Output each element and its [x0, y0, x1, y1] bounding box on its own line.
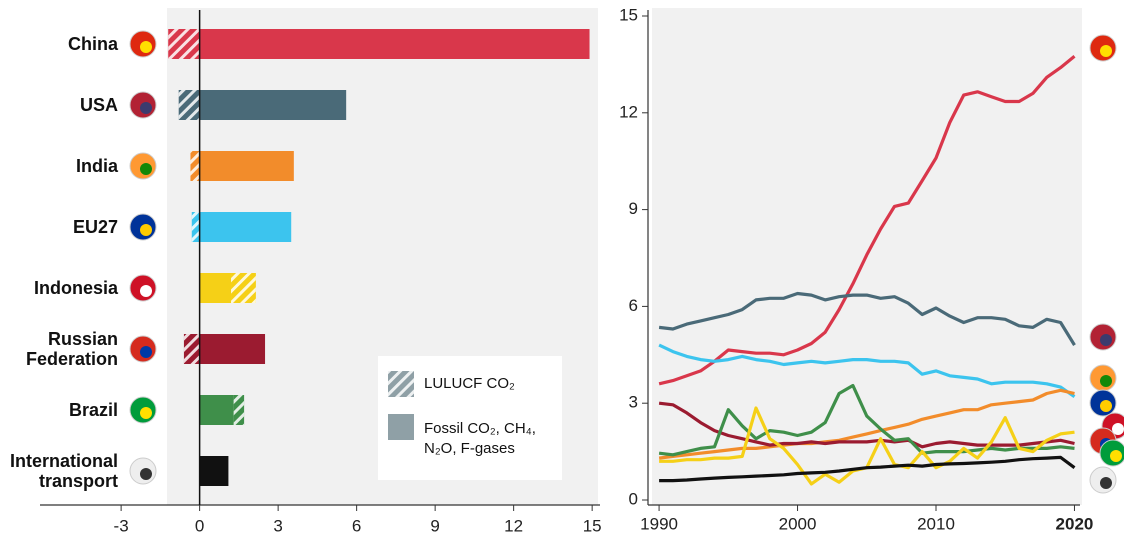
end-flag-detail [1110, 450, 1122, 462]
legend-swatch-hatch [388, 371, 414, 397]
y-tick-label: 0 [629, 489, 638, 508]
y-tick-label: 9 [629, 199, 638, 218]
category-label: India [75, 156, 118, 176]
series-line [658, 343, 1076, 399]
bar-fossil [199, 395, 234, 425]
category-label: China [67, 34, 118, 54]
series-line [658, 291, 1076, 346]
bar-fossil [199, 29, 590, 59]
end-flag-detail [1100, 477, 1112, 489]
category-label: Brazil [68, 400, 118, 420]
y-tick-label: 6 [629, 296, 638, 315]
legend-swatch [388, 414, 414, 440]
hatch-overlay [190, 151, 200, 181]
bar-fossil [199, 151, 294, 181]
series-line [659, 455, 1076, 483]
series-line [658, 401, 1075, 449]
legend-label: LULUCF CO₂ [424, 375, 515, 392]
x-tick-label: 2010 [917, 514, 955, 533]
category-label: Indonesia [33, 278, 118, 298]
category-label: USA [79, 95, 118, 115]
flag-detail [140, 285, 152, 297]
hatch-overlay [168, 29, 200, 59]
y-tick-label: 15 [619, 5, 638, 24]
hatch-overlay [178, 90, 200, 120]
series-line [658, 55, 1076, 386]
x-tick-label: 3 [273, 516, 282, 535]
x-tick-label: 2020 [1056, 514, 1094, 533]
bar-fossil [199, 212, 292, 242]
x-tick-label: 12 [504, 516, 523, 535]
category-label: EU27 [72, 217, 118, 237]
flag-detail [140, 346, 152, 358]
y-tick-label: 3 [629, 393, 638, 412]
hatch-overlay [183, 334, 200, 364]
y-tick-label: 12 [619, 102, 638, 121]
bar-fossil [199, 456, 229, 486]
bar-fossil [199, 334, 266, 364]
end-flag-detail [1100, 400, 1112, 412]
series-line [658, 388, 1075, 460]
legend-label: Fossil CO₂, CH₄, N₂O, F-gases [424, 420, 536, 457]
flag-detail [140, 407, 152, 419]
x-tick-label: -3 [114, 516, 129, 535]
end-flag-detail [1100, 375, 1112, 387]
series-line [658, 383, 1075, 457]
x-tick-label: 0 [195, 516, 204, 535]
x-tick-label: 2000 [779, 514, 817, 533]
bar-fossil [199, 90, 347, 120]
end-flag-detail [1100, 45, 1112, 57]
x-tick-label: 1990 [640, 514, 678, 533]
flag-detail [140, 468, 152, 480]
end-flag-detail [1112, 423, 1124, 435]
end-flag-detail [1100, 334, 1112, 346]
hatch-overlay [231, 273, 256, 303]
category-label: Russian Federation [25, 329, 118, 369]
category-label: International transport [9, 451, 118, 491]
x-tick-label: 6 [352, 516, 361, 535]
flag-detail [140, 163, 152, 175]
hatch-overlay [233, 395, 245, 425]
flag-detail [140, 41, 152, 53]
hatch-overlay [191, 212, 200, 242]
flag-detail [140, 102, 152, 114]
x-tick-label: 9 [430, 516, 439, 535]
x-tick-label: 15 [583, 516, 602, 535]
flag-detail [140, 224, 152, 236]
bar-fossil [199, 273, 232, 303]
